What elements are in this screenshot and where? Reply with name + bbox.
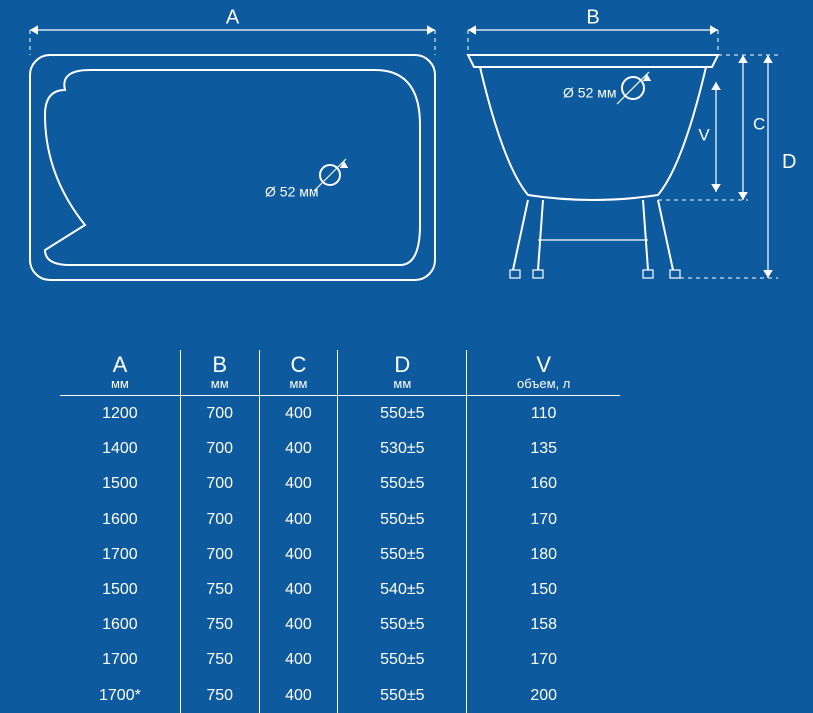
cell-a: 1500	[60, 572, 180, 607]
col-unit: мм	[338, 376, 466, 391]
cell-v: 200	[467, 678, 620, 713]
col-header-b: Bмм	[180, 350, 259, 395]
col-unit: мм	[60, 376, 180, 391]
col-unit: мм	[260, 376, 338, 391]
cell-c: 400	[259, 607, 338, 642]
col-header-c: Cмм	[259, 350, 338, 395]
col-unit: мм	[181, 376, 259, 391]
cell-b: 750	[180, 572, 259, 607]
table-row: 1200700400550±5110	[60, 396, 620, 431]
col-label: V	[536, 352, 551, 377]
dimensions-table: AммBммCммDммVобъем, л 1200700400550±5110…	[60, 350, 620, 713]
cell-a: 1700	[60, 537, 180, 572]
cell-c: 400	[259, 678, 338, 713]
cell-v: 170	[467, 502, 620, 537]
diagram-svg: Ø 52 мм A Ø 52 мм B DC V	[0, 0, 813, 310]
cell-d: 550±5	[338, 537, 467, 572]
top-view: Ø 52 мм A	[30, 6, 435, 280]
table-body: 1200700400550±51101400700400530±51351500…	[60, 396, 620, 713]
col-label: C	[291, 352, 307, 377]
cell-d: 550±5	[338, 607, 467, 642]
cell-b: 700	[180, 502, 259, 537]
dim-v-label: V	[698, 125, 710, 144]
cell-c: 400	[259, 431, 338, 466]
diagram-area: Ø 52 мм A Ø 52 мм B DC V	[0, 0, 813, 310]
cell-a: 1600	[60, 502, 180, 537]
col-label: D	[394, 352, 410, 377]
col-header-d: Dмм	[338, 350, 467, 395]
col-label: A	[113, 352, 128, 377]
table-row: 1500750400540±5150	[60, 572, 620, 607]
cell-d: 540±5	[338, 572, 467, 607]
table-row: 1700700400550±5180	[60, 537, 620, 572]
table-row: 1700*750400550±5200	[60, 678, 620, 713]
cell-c: 400	[259, 396, 338, 431]
cell-d: 550±5	[338, 678, 467, 713]
cell-a: 1200	[60, 396, 180, 431]
cell-d: 550±5	[338, 466, 467, 501]
cell-v: 135	[467, 431, 620, 466]
cell-b: 700	[180, 537, 259, 572]
col-unit: объем, л	[467, 376, 620, 391]
top-hole-label: Ø 52 мм	[265, 184, 319, 200]
col-header-v: Vобъем, л	[467, 350, 620, 395]
cell-a: 1400	[60, 431, 180, 466]
page: Ø 52 ммAØ 52 ммBDCV AммBммCммDммVобъем, …	[0, 0, 813, 660]
side-hole-label: Ø 52 мм	[563, 85, 617, 101]
col-label: B	[212, 352, 227, 377]
cell-v: 158	[467, 607, 620, 642]
table-row: 1600750400550±5158	[60, 607, 620, 642]
cell-v: 110	[467, 396, 620, 431]
cell-d: 530±5	[338, 431, 467, 466]
cell-b: 750	[180, 678, 259, 713]
cell-v: 160	[467, 466, 620, 501]
table-row: 1500700400550±5160	[60, 466, 620, 501]
cell-d: 550±5	[338, 396, 467, 431]
side-view: Ø 52 мм B DC V	[468, 6, 796, 278]
dim-d-label: D	[782, 151, 796, 173]
cell-a: 1500	[60, 466, 180, 501]
dim-c-label: C	[753, 114, 765, 133]
cell-b: 700	[180, 431, 259, 466]
cell-c: 400	[259, 572, 338, 607]
cell-b: 750	[180, 607, 259, 642]
cell-a: 1600	[60, 607, 180, 642]
cell-c: 400	[259, 466, 338, 501]
table-row: 1400700400530±5135	[60, 431, 620, 466]
cell-b: 700	[180, 396, 259, 431]
col-header-a: Aмм	[60, 350, 180, 395]
dim-a-label: A	[226, 6, 240, 28]
cell-v: 180	[467, 537, 620, 572]
dimensions-table-wrap: AммBммCммDммVобъем, л 1200700400550±5110…	[60, 350, 620, 713]
cell-b: 700	[180, 466, 259, 501]
cell-v: 150	[467, 572, 620, 607]
cell-d: 550±5	[338, 502, 467, 537]
cell-c: 400	[259, 537, 338, 572]
table-header-row: AммBммCммDммVобъем, л	[60, 350, 620, 395]
table-row: 1600700400550±5170	[60, 502, 620, 537]
cell-c: 400	[259, 502, 338, 537]
dim-b-label: B	[586, 6, 599, 28]
cell-a: 1700*	[60, 678, 180, 713]
